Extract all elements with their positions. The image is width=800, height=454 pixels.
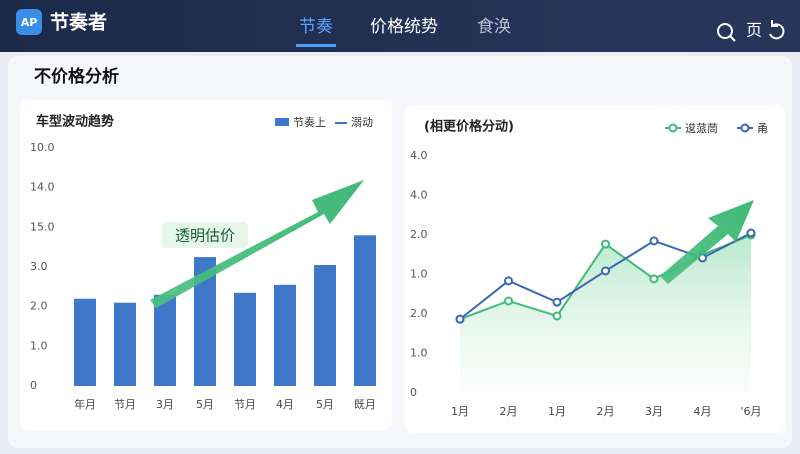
y-tick-label: 4.0 <box>410 189 428 202</box>
point <box>552 297 562 307</box>
x-tick-label: 年月 <box>74 397 96 411</box>
arrow <box>150 180 364 308</box>
bar <box>154 294 176 386</box>
x-tick-label: 3月 <box>645 405 663 418</box>
point <box>504 296 513 306</box>
x-tick-label: 5月 <box>196 398 214 411</box>
legend-label: 逡蒎茼 <box>685 121 718 135</box>
annotation-box <box>162 222 248 248</box>
tab[interactable]: 价格统势 <box>370 17 438 37</box>
point <box>504 276 513 286</box>
tab[interactable]: 节奏 <box>299 17 333 37</box>
bar <box>314 265 336 386</box>
y-tick-label: 1.0 <box>30 339 48 352</box>
point <box>601 239 610 249</box>
tab-underline <box>296 44 336 47</box>
y-tick-label: 1.0 <box>410 347 428 360</box>
y-tick-label: 2.0 <box>410 228 428 241</box>
x-tick-label: 2月 <box>500 405 518 418</box>
x-tick-label: 1月 <box>548 405 566 418</box>
y-tick-label: 0 <box>410 386 417 399</box>
logo-box <box>16 9 42 35</box>
panel-title: 不价格分析 <box>34 66 119 87</box>
point <box>552 311 562 321</box>
point <box>649 274 659 284</box>
legend-label: 溺动 <box>351 116 373 129</box>
x-tick-label: 既月 <box>354 398 376 411</box>
point <box>746 228 756 238</box>
y-tick-label: 14.0 <box>30 181 55 194</box>
x-tick-label: 5月 <box>316 398 334 411</box>
chart-title: (相更价格分动) <box>424 119 514 135</box>
arrow <box>660 200 754 284</box>
point <box>455 314 465 324</box>
x-tick-label: 2月 <box>597 405 615 418</box>
app-name: 节奏者 <box>50 11 107 34</box>
header-label[interactable]: 页 <box>746 21 762 40</box>
legend-label: 节奏上 <box>293 116 326 129</box>
annotation: 透明估价 <box>175 227 235 245</box>
search-icon[interactable] <box>717 23 733 39</box>
y-tick-label: 4.0 <box>410 149 428 162</box>
x-tick-label: 节月 <box>114 398 136 411</box>
y-tick-label: 1.0 <box>410 268 428 281</box>
legend-swatch <box>275 118 289 126</box>
x-tick-label: 3月 <box>156 398 174 411</box>
bar <box>234 292 256 386</box>
point <box>601 266 610 276</box>
logo: AP <box>21 16 38 29</box>
y-tick-label: 10.0 <box>30 141 55 154</box>
bar <box>114 302 136 386</box>
y-tick-label: 2.0 <box>30 300 48 313</box>
y-tick-label: 2.0 <box>410 307 428 320</box>
bar <box>274 284 296 386</box>
x-tick-label: 节月 <box>234 398 256 411</box>
bar <box>194 257 216 386</box>
y-tick-label: 3.0 <box>30 260 48 273</box>
x-tick-label: 4月 <box>694 405 712 418</box>
y-tick-label: 0 <box>30 379 37 392</box>
x-tick-label: '6月 <box>740 405 761 418</box>
legend-label: 甬 <box>757 122 768 135</box>
x-tick-label: 4月 <box>276 398 294 411</box>
legend-dot <box>668 123 678 133</box>
search-icon <box>729 35 736 42</box>
legend-dot <box>740 123 750 133</box>
chart-title: 车型波动趋势 <box>36 114 114 130</box>
header-bar <box>0 0 800 52</box>
point <box>649 236 659 246</box>
bar <box>354 235 376 386</box>
refresh-icon[interactable] <box>769 20 785 40</box>
bar <box>74 298 96 386</box>
x-tick-label: 1月 <box>451 405 469 418</box>
tab[interactable]: 食涣 <box>477 17 511 37</box>
y-tick-label: 15.0 <box>30 220 55 233</box>
